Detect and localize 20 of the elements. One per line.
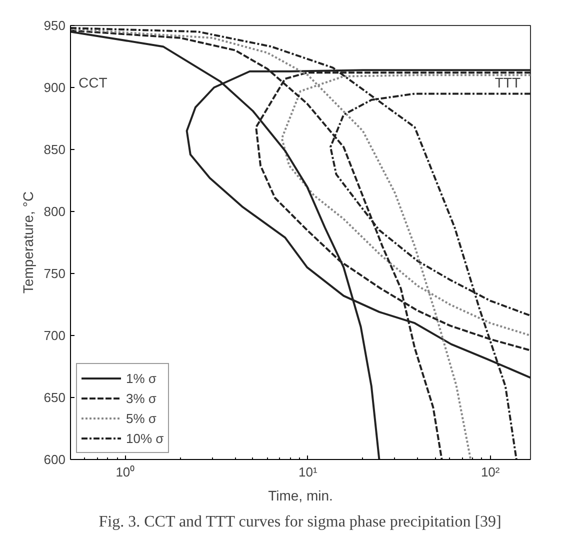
x-axis-title: Time, min. xyxy=(268,488,333,504)
y-axis-title: Temperature, °C xyxy=(20,191,36,294)
y-tick-label: 800 xyxy=(44,204,66,219)
y-tick-label: 850 xyxy=(44,142,66,157)
annotation: TTT xyxy=(494,74,521,90)
x-tick-label: 10² xyxy=(480,464,500,480)
y-tick-label: 700 xyxy=(44,328,66,343)
y-tick-label: 600 xyxy=(44,452,66,467)
legend-label: 5% σ xyxy=(126,410,156,426)
x-tick-label: 10¹ xyxy=(298,464,318,480)
annotation: CCT xyxy=(78,74,108,90)
y-tick-label: 750 xyxy=(44,266,66,281)
y-tick-label: 950 xyxy=(44,18,66,33)
legend-label: 3% σ xyxy=(126,390,156,406)
y-tick-label: 900 xyxy=(44,80,66,95)
caption: Fig. 3. CCT and TTT curves for sigma phase precipitation [39] xyxy=(98,514,502,530)
legend-label: 1% σ xyxy=(126,370,156,386)
x-tick-label: 10⁰ xyxy=(116,464,136,480)
y-tick-label: 650 xyxy=(44,390,66,405)
legend-label: 10% σ xyxy=(126,430,164,446)
